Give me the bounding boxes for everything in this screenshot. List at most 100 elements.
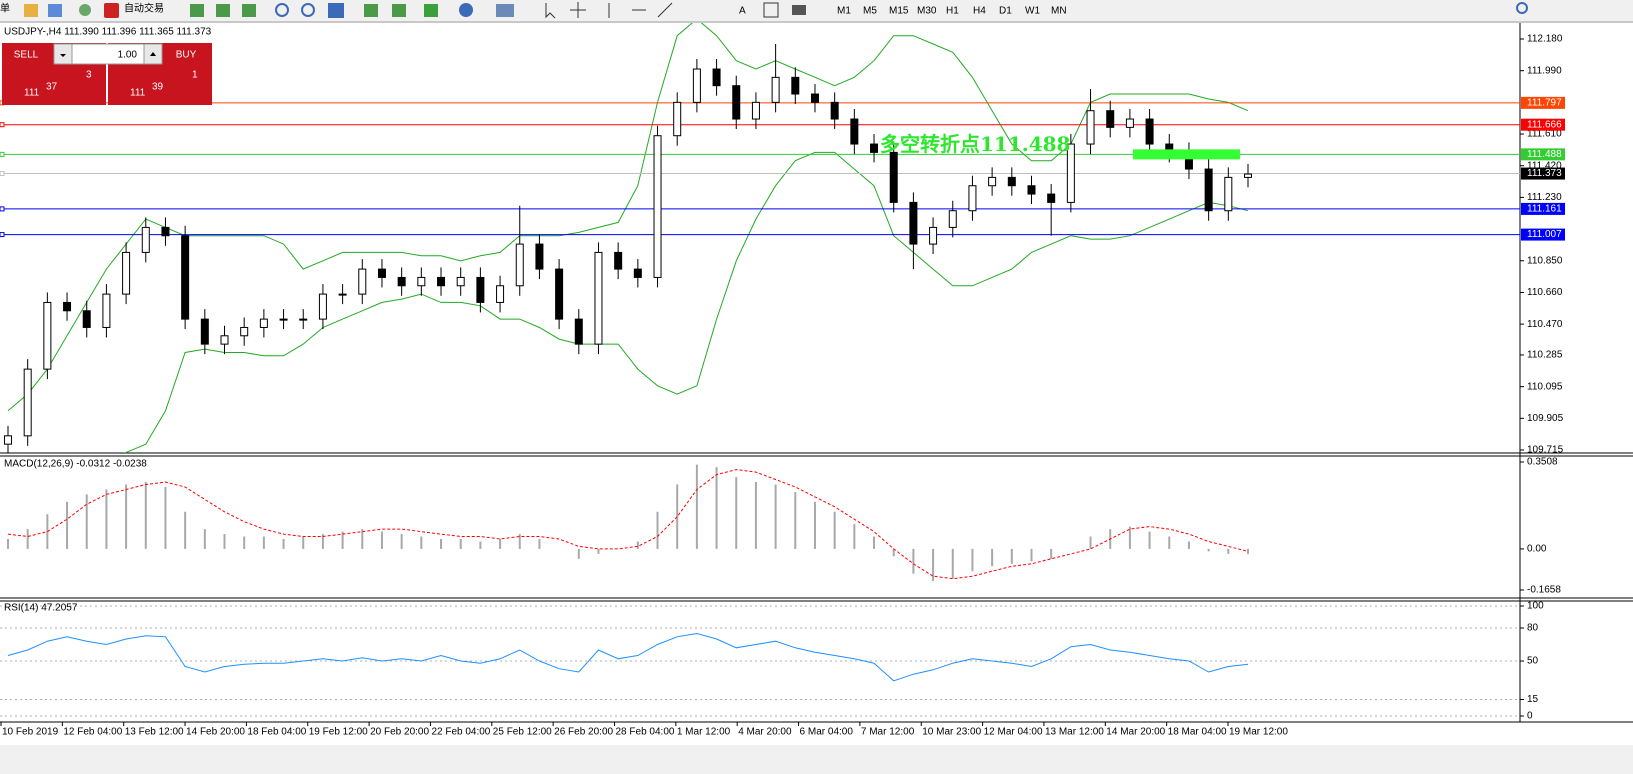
candle-body (43, 301, 52, 370)
level-label-box (1521, 118, 1565, 131)
candle-body (929, 226, 938, 245)
candle-body (515, 243, 524, 287)
candle-body (279, 318, 288, 321)
candle-body (1204, 168, 1213, 212)
sell-price-main: 37 (46, 82, 58, 93)
x-tick-label: 6 Mar 04:00 (800, 727, 854, 738)
icon[interactable]: A (739, 6, 746, 17)
icon[interactable] (763, 2, 779, 18)
candle-body (732, 85, 741, 120)
icon[interactable] (190, 4, 204, 17)
level-label-box (1521, 148, 1565, 161)
level-handle[interactable] (0, 171, 5, 177)
candle-body (102, 293, 111, 328)
candle-body (220, 335, 229, 345)
candle-body (791, 76, 800, 95)
x-tick-label: 12 Feb 04:00 (63, 727, 122, 738)
icon[interactable] (79, 4, 91, 16)
candle-body (240, 326, 249, 337)
y-tick-label: 80 (1527, 623, 1539, 634)
icon[interactable] (496, 4, 514, 17)
y-tick-label: 110.285 (1527, 350, 1563, 361)
candle-body (1007, 176, 1016, 187)
candle-body (476, 276, 485, 303)
y-tick-label: 112.180 (1527, 34, 1563, 45)
candle-body (1145, 118, 1154, 145)
candle-body (299, 318, 308, 321)
icon[interactable] (570, 2, 586, 18)
lot-value[interactable]: 1.00 (118, 50, 138, 61)
level-label: 111.488 (1527, 149, 1562, 160)
icon[interactable] (545, 3, 556, 19)
chart-header: USDJPY-,H4 111.390 111.396 111.365 111.3… (4, 27, 212, 38)
timeframe[interactable]: D1 (999, 6, 1012, 17)
candle-body (948, 210, 957, 228)
candle-body (751, 101, 760, 120)
candle-body (496, 285, 505, 303)
candle-body (555, 268, 564, 320)
icon[interactable] (364, 4, 378, 17)
buy-button[interactable]: BUY (176, 50, 197, 61)
candle-body (1224, 176, 1233, 212)
icon[interactable] (328, 3, 344, 18)
y-tick-label: 109.715 (1527, 445, 1564, 456)
x-tick-label: 18 Feb 04:00 (247, 727, 306, 738)
timeframe[interactable]: M30 (917, 6, 937, 17)
icon[interactable] (216, 4, 230, 17)
x-tick-label: 26 Feb 20:00 (554, 727, 613, 738)
timeframe[interactable]: W1 (1025, 6, 1040, 17)
candle-body (673, 101, 682, 137)
timeframe[interactable]: M5 (863, 6, 877, 17)
icon[interactable] (792, 5, 806, 15)
y-tick-label: 111.610 (1527, 129, 1562, 140)
candle-body (4, 435, 12, 445)
timeframe[interactable]: MN (1051, 6, 1067, 17)
candle-body (1027, 185, 1036, 195)
icon[interactable] (104, 3, 119, 18)
candle-body (653, 135, 662, 278)
macd-plot (7, 464, 1249, 582)
icon[interactable] (48, 4, 62, 17)
x-tick-label: 1 Mar 12:00 (677, 727, 731, 738)
x-tick-label: 20 Feb 20:00 (370, 727, 429, 738)
candle-body (633, 268, 642, 278)
auto-trading[interactable]: 自动交易 (124, 2, 164, 15)
timeframe[interactable]: H1 (946, 6, 959, 17)
icon[interactable] (275, 3, 289, 17)
candle-body (259, 318, 268, 328)
icon[interactable] (24, 4, 38, 17)
icon[interactable] (301, 3, 315, 17)
y-tick-label: 100 (1527, 601, 1544, 612)
timeframe[interactable]: H4 (973, 6, 986, 17)
candle-body (1244, 173, 1252, 178)
candle-body (23, 368, 32, 437)
menu[interactable]: 单 (0, 3, 10, 15)
icon[interactable] (424, 4, 438, 17)
x-tick-label: 18 Mar 04:00 (1168, 727, 1227, 738)
icon[interactable] (459, 3, 473, 17)
y-tick-label: 0.00 (1527, 544, 1547, 555)
y-tick-label: 110.470 (1527, 319, 1563, 330)
candle-body (437, 276, 446, 287)
candle-body (200, 318, 209, 345)
sell-button[interactable]: SELL (14, 50, 39, 61)
icon[interactable] (608, 2, 673, 18)
level-label: 111.666 (1527, 119, 1562, 130)
timeframe[interactable]: M15 (889, 6, 909, 17)
timeframe[interactable]: M1 (837, 6, 851, 17)
level-handle[interactable] (0, 232, 5, 238)
icon[interactable] (392, 4, 406, 17)
level-label: 111.007 (1527, 229, 1562, 240)
candle-body (870, 143, 879, 153)
y-tick-label: -0.1658 (1527, 585, 1561, 596)
level-handle[interactable] (0, 151, 5, 157)
icon[interactable] (242, 4, 256, 17)
candle-body (771, 76, 780, 103)
icon[interactable] (1516, 2, 1528, 14)
level-handle[interactable] (0, 206, 5, 212)
candle-body (1066, 143, 1075, 203)
candle-body (63, 301, 72, 312)
level-handle[interactable] (0, 122, 5, 128)
buy-price-big: 111 (130, 88, 146, 99)
